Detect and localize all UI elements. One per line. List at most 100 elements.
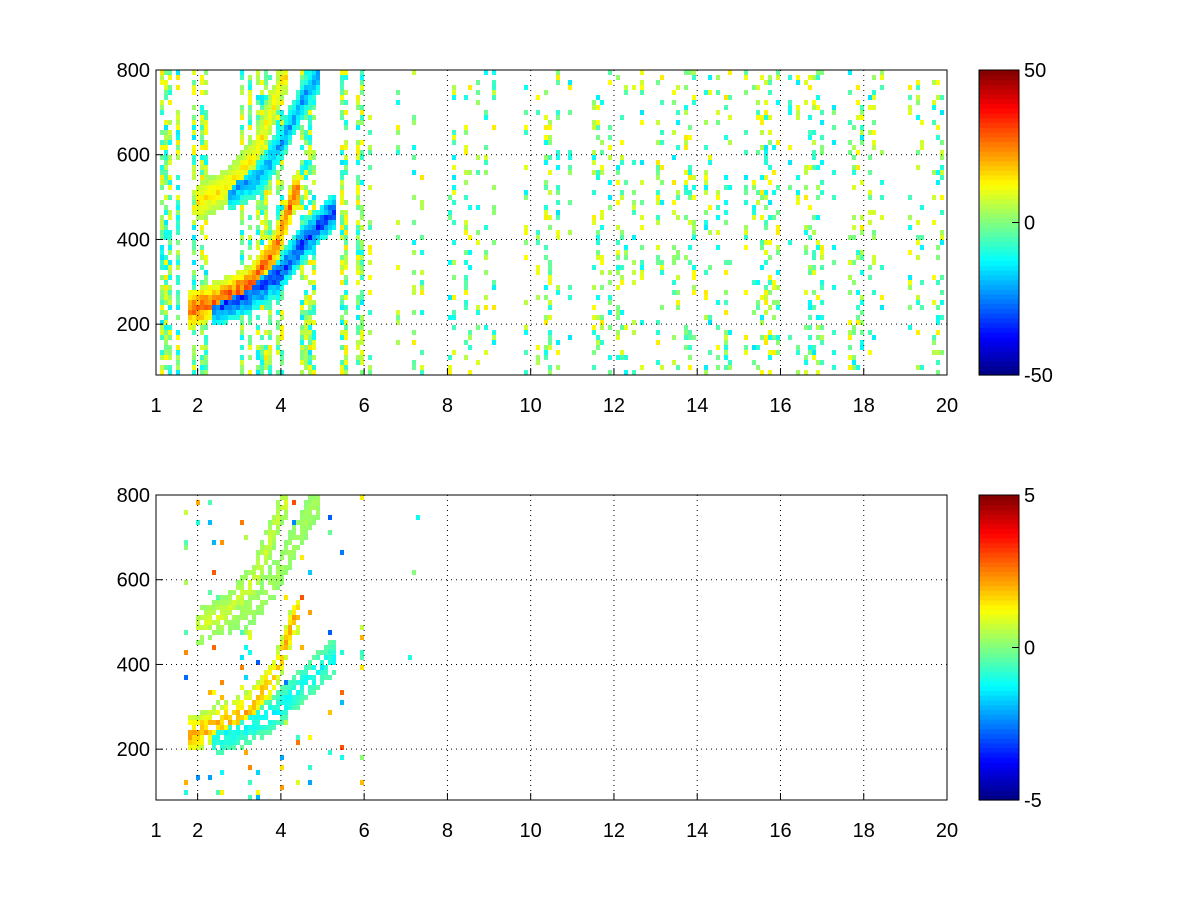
heatmap-cell [808, 165, 812, 170]
heatmap-cell [280, 280, 284, 285]
heatmap-cell [292, 190, 296, 195]
heatmap-cell [248, 690, 252, 695]
heatmap-cell [640, 260, 644, 265]
heatmap-cell [244, 160, 248, 165]
heatmap-cell [272, 110, 276, 115]
heatmap-cell [656, 80, 660, 85]
heatmap-cell [308, 365, 312, 370]
heatmap-cell [244, 185, 248, 190]
heatmap-cell [192, 200, 196, 205]
heatmap-cell [368, 145, 372, 150]
heatmap-cell [164, 325, 168, 330]
heatmap-cell [544, 285, 548, 290]
heatmap-cell [292, 615, 296, 620]
heatmap-cell [936, 170, 940, 175]
heatmap-cell [236, 290, 240, 295]
heatmap-cell [468, 170, 472, 175]
heatmap-cell [656, 260, 660, 265]
heatmap-cell [548, 370, 552, 375]
heatmap-cell [356, 230, 360, 235]
heatmap-cell [268, 165, 272, 170]
heatmap-cell [608, 270, 612, 275]
heatmap-cell [256, 695, 260, 700]
heatmap-cell [236, 275, 240, 280]
heatmap-cell [676, 290, 680, 295]
heatmap-cell [908, 95, 912, 100]
heatmap-cell [316, 655, 320, 660]
heatmap-cell [236, 280, 240, 285]
heatmap-cell [768, 165, 772, 170]
heatmap-cell [820, 265, 824, 270]
heatmap-cell [300, 510, 304, 515]
heatmap-cell [252, 710, 256, 715]
heatmap-cell [412, 155, 416, 160]
heatmap-cell [812, 350, 816, 355]
heatmap-cell [328, 645, 332, 650]
heatmap-cell [268, 105, 272, 110]
heatmap-cell [284, 635, 288, 640]
heatmap-cell [656, 340, 660, 345]
heatmap-cell [236, 300, 240, 305]
heatmap-cell [304, 360, 308, 365]
heatmap-cell [600, 315, 604, 320]
heatmap-cell [248, 335, 252, 340]
heatmap-cell [368, 165, 372, 170]
heatmap-cell [544, 245, 548, 250]
heatmap-cell [556, 230, 560, 235]
heatmap-cell [296, 545, 300, 550]
heatmap-cell [276, 115, 280, 120]
heatmap-cell [760, 190, 764, 195]
heatmap-cell [260, 155, 264, 160]
heatmap-cell [872, 140, 876, 145]
heatmap-cell [192, 225, 196, 230]
colorbar-swatch [979, 193, 1019, 200]
heatmap-cell [192, 720, 196, 725]
heatmap-cell [328, 710, 332, 715]
heatmap-cell [320, 205, 324, 210]
heatmap-cell [468, 235, 472, 240]
heatmap-cell [196, 300, 200, 305]
heatmap-cell [872, 255, 876, 260]
heatmap-cell [760, 145, 764, 150]
heatmap-cell [608, 280, 612, 285]
heatmap-cell [240, 280, 244, 285]
heatmap-cell [620, 280, 624, 285]
heatmap-cell [768, 355, 772, 360]
heatmap-cell [592, 325, 596, 330]
heatmap-cell [240, 210, 244, 215]
heatmap-cell [760, 370, 764, 375]
heatmap-cell [200, 725, 204, 730]
heatmap-cell [852, 225, 856, 230]
heatmap-cell [228, 625, 232, 630]
heatmap-cell [304, 255, 308, 260]
heatmap-cell [816, 165, 820, 170]
heatmap-cell [292, 265, 296, 270]
heatmap-cell [264, 225, 268, 230]
heatmap-cell [200, 250, 204, 255]
heatmap-cell [812, 100, 816, 105]
heatmap-cell [220, 205, 224, 210]
heatmap-cell [204, 325, 208, 330]
heatmap-cell [280, 555, 284, 560]
heatmap-cell [248, 125, 252, 130]
heatmap-cell [244, 645, 248, 650]
heatmap-cell [356, 235, 360, 240]
colorbar-swatch [979, 556, 1019, 563]
heatmap-cell [304, 165, 308, 170]
heatmap-cell [768, 290, 772, 295]
heatmap-cell [820, 340, 824, 345]
heatmap-cell [624, 370, 628, 375]
heatmap-cell [316, 510, 320, 515]
colorbar-swatch [979, 499, 1019, 506]
heatmap-cell [524, 255, 528, 260]
heatmap-cell [672, 245, 676, 250]
heatmap-cell [468, 205, 472, 210]
heatmap-cell [272, 580, 276, 585]
heatmap-cell [296, 690, 300, 695]
heatmap-cell [288, 680, 292, 685]
heatmap-cell [280, 765, 284, 770]
heatmap-cell [608, 195, 612, 200]
heatmap-cell [208, 210, 212, 215]
heatmap-cell [288, 265, 292, 270]
heatmap-cell [216, 290, 220, 295]
